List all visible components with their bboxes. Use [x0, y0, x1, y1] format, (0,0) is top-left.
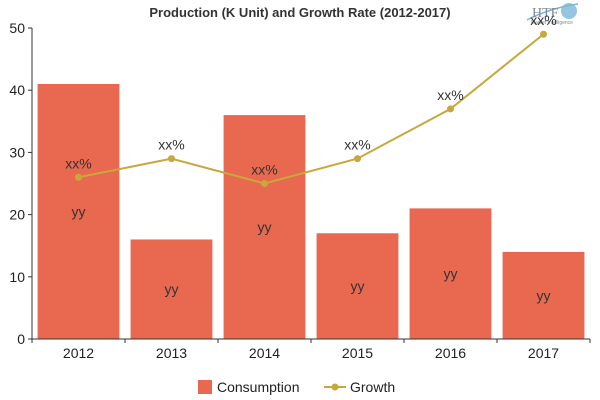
y-tick-label: 20	[9, 207, 25, 223]
growth-data-label: xx%	[344, 137, 370, 153]
growth-data-label: xx%	[251, 162, 277, 178]
bar-data-label: yy	[444, 266, 458, 282]
bar-data-label: yy	[165, 281, 179, 297]
bar-data-label: yy	[351, 278, 365, 294]
y-tick-label: 30	[9, 144, 25, 160]
y-tick-label: 10	[9, 269, 25, 285]
growth-line	[75, 30, 547, 187]
growth-point-2014	[261, 180, 268, 187]
bars	[37, 83, 585, 339]
growth-point-2015	[354, 155, 361, 163]
bar-2016	[409, 208, 492, 339]
bar-2013	[130, 239, 213, 339]
legend-growth-marker	[331, 383, 339, 391]
logo-text: HTF	[532, 6, 559, 21]
logo: HTF Market Intelligence	[526, 3, 579, 26]
x-tick-label: 2017	[528, 345, 559, 361]
y-axis: 0 10 20 30 40 50	[9, 20, 33, 347]
x-tick-label: 2015	[342, 345, 373, 361]
bar-2017	[502, 251, 585, 339]
growth-data-label: xx%	[65, 155, 91, 171]
x-tick-label: 2014	[249, 345, 280, 361]
y-tick-label: 0	[17, 331, 25, 347]
bar-data-label: yy	[72, 203, 86, 219]
x-axis: 2012 2013 2014 2015 2016 2017	[31, 338, 591, 361]
y-tick-label: 50	[9, 20, 25, 36]
x-tick-label: 2013	[156, 345, 187, 361]
line-labels: xx% xx% xx% xx% xx% xx%	[65, 12, 556, 177]
growth-data-label: xx%	[530, 12, 556, 28]
growth-data-label: xx%	[158, 137, 184, 153]
growth-point-2013	[168, 155, 175, 163]
bar-data-label: yy	[537, 287, 551, 303]
growth-data-label: xx%	[437, 87, 463, 103]
x-tick-label: 2016	[435, 345, 466, 361]
growth-point-2017	[540, 30, 547, 38]
growth-point-2012	[75, 173, 82, 181]
logo-swoosh-icon	[526, 3, 579, 21]
bar-2015	[316, 233, 399, 339]
growth-line-path	[78, 33, 545, 185]
logo-subtext: Market Intelligence	[531, 20, 573, 26]
legend-growth-label: Growth	[350, 379, 395, 395]
x-tick-label: 2012	[63, 345, 94, 361]
growth-point-2016	[447, 105, 454, 113]
legend-consumption-swatch	[198, 380, 212, 394]
bar-2014	[223, 115, 306, 339]
bar-2012	[37, 83, 120, 339]
legend-consumption-label: Consumption	[217, 379, 300, 395]
bar-data-label: yy	[258, 219, 272, 235]
chart-title: Production (K Unit) and Growth Rate (201…	[149, 5, 450, 20]
bar-labels: yy yy yy yy yy yy	[72, 203, 551, 303]
legend: Consumption Growth	[198, 379, 395, 395]
y-tick-label: 40	[9, 82, 25, 98]
